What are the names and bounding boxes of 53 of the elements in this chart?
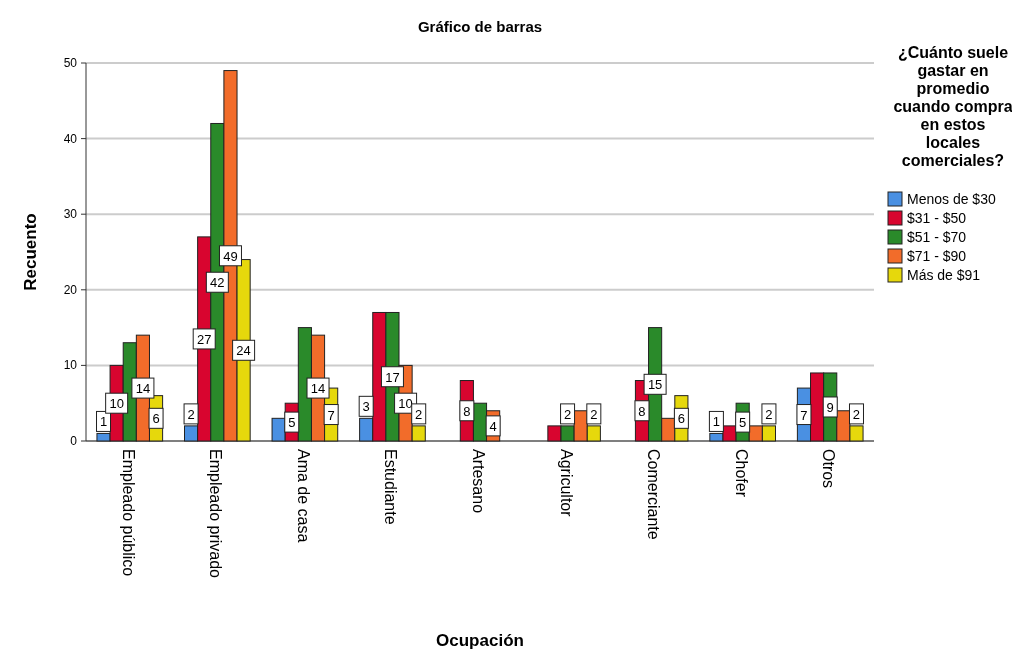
legend-label: $31 - $50 (907, 210, 967, 226)
data-label: 14 (135, 381, 151, 397)
y-tick-label: 0 (70, 434, 78, 448)
legend-label: $51 - $70 (907, 229, 967, 245)
x-axis-title: Ocupación (436, 631, 524, 650)
data-label: 15 (647, 377, 663, 393)
data-label: 17 (385, 369, 400, 385)
data-label: 2 (590, 406, 598, 422)
data-label: 5 (288, 415, 296, 431)
data-label: 6 (677, 411, 685, 427)
data-label: 3 (362, 399, 370, 415)
chart-title: Gráfico de barras (417, 18, 543, 35)
y-tick-label: 40 (63, 131, 78, 146)
legend-title: ¿Cuánto suele gastar en promedio cuando compra en estos locales comerciales? (893, 44, 1013, 169)
x-tick-label: Agricultor (557, 449, 575, 518)
x-tick-label: Chofer (732, 449, 750, 498)
data-label: 6 (152, 411, 160, 427)
data-label: 4 (489, 418, 497, 434)
data-label: 10 (109, 396, 124, 412)
y-tick-label: 10 (63, 358, 78, 373)
data-label: 2 (187, 406, 195, 422)
legend-label: Más de $91 (907, 267, 981, 283)
data-label: 1 (712, 414, 721, 430)
x-tick-label: Artesano (470, 449, 487, 514)
data-label: 9 (826, 399, 834, 415)
y-tick-label: 50 (63, 56, 78, 70)
legend-label: Menos de $30 (907, 191, 996, 207)
data-label: 24 (236, 343, 251, 359)
data-label: 49 (223, 248, 238, 264)
data-label: 8 (638, 403, 646, 419)
y-tick-label: 30 (63, 207, 78, 222)
data-label: 14 (310, 381, 326, 397)
data-label: 42 (210, 275, 225, 291)
data-label: 2 (765, 406, 773, 422)
x-tick-label: Comerciante (645, 449, 663, 540)
data-label: 2 (852, 406, 861, 422)
data-label: 7 (327, 407, 335, 423)
data-label: 8 (463, 403, 471, 419)
legend-label: $71 - $90 (907, 248, 967, 264)
data-label: 1 (99, 414, 108, 430)
x-tick-label: Otros (820, 449, 838, 489)
data-label: 5 (739, 415, 747, 431)
x-tick-label: Empleado privado (207, 449, 225, 579)
x-tick-label: Estudiante (382, 449, 400, 525)
x-tick-label: Empleado público (119, 449, 137, 577)
y-axis-title: Recuento (21, 213, 40, 291)
data-label: 10 (398, 396, 413, 412)
data-label: 7 (800, 407, 808, 423)
y-tick-label: 20 (63, 282, 78, 297)
data-label: 2 (415, 406, 423, 422)
data-label: 2 (563, 406, 572, 422)
data-label: 27 (196, 331, 212, 347)
x-tick-label: Ama de casa (294, 449, 312, 543)
